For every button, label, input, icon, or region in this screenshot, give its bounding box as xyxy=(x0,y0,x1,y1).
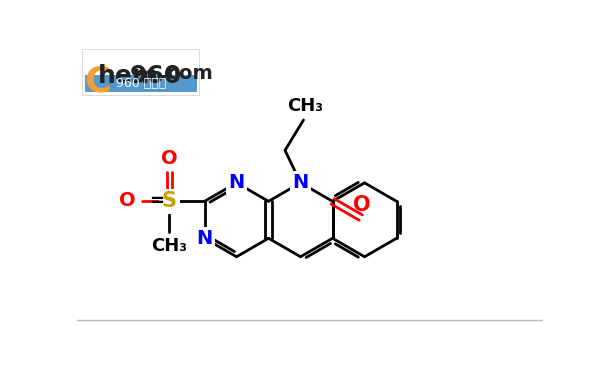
Text: N: N xyxy=(292,173,309,192)
Text: O: O xyxy=(353,195,370,215)
Bar xyxy=(85,75,197,92)
Text: S: S xyxy=(162,191,177,211)
Text: 960: 960 xyxy=(129,64,182,88)
Text: =: = xyxy=(149,192,164,210)
Text: N: N xyxy=(197,229,212,248)
Text: CH₃: CH₃ xyxy=(151,237,188,255)
Text: hem: hem xyxy=(98,64,159,88)
Text: O: O xyxy=(119,191,136,210)
Text: 960 化工网: 960 化工网 xyxy=(116,77,166,90)
Text: C: C xyxy=(84,64,111,98)
Bar xyxy=(82,49,199,95)
Text: N: N xyxy=(229,173,244,192)
Text: O: O xyxy=(161,149,178,168)
Text: CH₃: CH₃ xyxy=(287,98,323,116)
Text: .com: .com xyxy=(160,64,213,83)
